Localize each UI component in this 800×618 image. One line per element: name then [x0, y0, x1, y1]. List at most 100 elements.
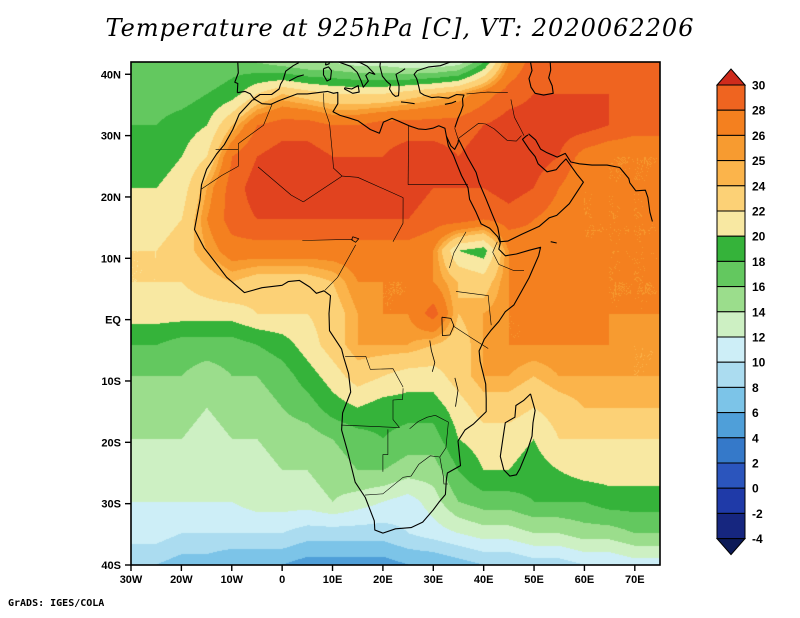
country-border-path	[364, 455, 440, 496]
country-border-path	[510, 99, 525, 136]
country-border-path	[466, 91, 508, 95]
temperature-field-canvas	[131, 62, 660, 565]
lat-tick-label: 30S	[101, 499, 121, 511]
coastline-path	[338, 62, 376, 88]
coastline-path	[444, 100, 457, 105]
country-border-path	[392, 197, 404, 242]
country-border-path	[257, 166, 304, 203]
country-border-path	[439, 456, 448, 485]
country-border-path	[323, 93, 330, 124]
lon-tick-label: 10E	[323, 574, 343, 586]
country-border-path	[454, 128, 459, 139]
coastline-path	[288, 74, 304, 82]
colorbar-box	[716, 235, 746, 262]
coastline-path	[445, 135, 460, 150]
colorbar-box	[716, 311, 746, 338]
coastline-path	[379, 62, 406, 97]
colorbar-label: 0	[752, 482, 759, 496]
country-border-path	[449, 231, 467, 269]
colorbar-label: 14	[752, 305, 766, 319]
lat-tick-label: 20S	[101, 437, 121, 449]
colorbar-box	[716, 386, 746, 414]
colorbar-label: -4	[752, 532, 763, 546]
colorbar-box	[716, 462, 746, 489]
country-border-path	[345, 356, 404, 388]
lat-tick-label: 10N	[101, 253, 121, 265]
coastline-path	[400, 101, 415, 105]
colorbar-label: 4	[752, 431, 759, 445]
colorbar-box	[716, 185, 746, 212]
lon-tick-label: 50E	[524, 574, 544, 586]
colorbar-label: 30	[752, 79, 766, 93]
lon-tick-label: 10W	[220, 574, 243, 586]
colorbar-box	[716, 361, 746, 388]
country-border-path	[452, 325, 489, 349]
lat-tick-label: 30N	[101, 131, 121, 143]
colorbar-box	[716, 260, 746, 288]
lake-outline-path	[429, 340, 436, 372]
country-border-path	[324, 244, 356, 291]
colorbar-box	[716, 160, 746, 187]
country-border-path	[342, 175, 404, 198]
colorbar-box	[716, 412, 746, 439]
colorbar-box	[716, 487, 746, 514]
colorbar-box	[716, 437, 746, 464]
coastline-path	[499, 393, 536, 477]
colorbar-label: 10	[752, 356, 766, 370]
colorbar-bottom-arrow	[715, 538, 747, 556]
colorbar-box	[716, 84, 746, 111]
lat-tick-label: 40S	[101, 560, 121, 572]
lon-tick-label: 20W	[170, 574, 193, 586]
lon-tick-label: 60E	[575, 574, 595, 586]
country-border-path	[392, 388, 404, 428]
coastline-path	[344, 85, 360, 94]
colorbar-top-arrow	[715, 68, 747, 86]
coastline-path	[528, 133, 653, 222]
country-border-path	[201, 149, 239, 190]
lon-tick-label: 30W	[120, 574, 143, 586]
lat-tick-label: 10S	[101, 376, 121, 388]
country-border-path	[407, 125, 409, 185]
coastline-path	[413, 62, 465, 128]
colorbar-label: 2	[752, 457, 759, 471]
lon-tick-label: 70E	[625, 574, 645, 586]
colorbar-label: 28	[752, 104, 766, 118]
colorbar-box	[716, 109, 746, 136]
lon-tick-label: 40E	[474, 574, 494, 586]
country-border-path	[303, 175, 343, 203]
country-border-path	[435, 415, 449, 458]
coastline-path	[458, 134, 584, 243]
coastline-path	[322, 66, 333, 82]
lake-outline-path	[351, 236, 360, 243]
country-border-path	[382, 429, 389, 472]
country-border-path	[487, 295, 492, 326]
colorbar-label: 18	[752, 255, 766, 269]
lake-outline-path	[454, 377, 459, 407]
colorbar-box	[716, 512, 746, 540]
colorbar-label: -2	[752, 507, 763, 521]
country-border-path	[341, 424, 400, 428]
coastline-path	[234, 62, 239, 93]
colorbar-box	[716, 286, 746, 313]
colorbar-label: 6	[752, 406, 759, 420]
country-border-path	[329, 123, 343, 177]
country-border-path	[457, 123, 522, 142]
coastline-path	[528, 62, 554, 96]
colorbar-label: 16	[752, 280, 766, 294]
colorbar-label: 22	[752, 205, 766, 219]
coastline-path	[237, 62, 300, 100]
lon-tick-label: 20E	[373, 574, 393, 586]
country-border-path	[215, 104, 273, 150]
lon-tick-label: 30E	[423, 574, 443, 586]
colorbar-label: 8	[752, 381, 759, 395]
country-border-path	[492, 241, 524, 271]
coastline-path	[550, 241, 557, 244]
colorbar-label: 24	[752, 179, 766, 193]
country-border-path	[409, 415, 436, 430]
colorbar-box	[716, 336, 746, 363]
lake-outline-path	[441, 316, 455, 337]
lat-tick-label: 20N	[101, 192, 121, 204]
page-title: Temperature at 925hPa [C], VT: 202006220…	[105, 14, 695, 42]
